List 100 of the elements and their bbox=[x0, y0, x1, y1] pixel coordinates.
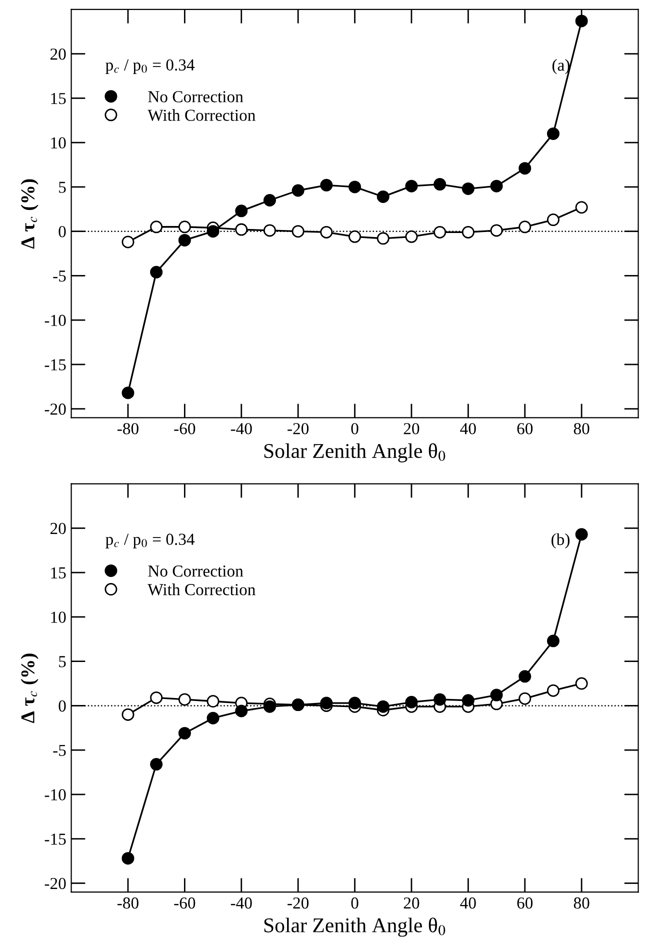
y-tick-label: 15 bbox=[51, 567, 66, 579]
point bbox=[518, 162, 532, 175]
y-tick-label: -10 bbox=[44, 314, 66, 326]
point bbox=[235, 204, 248, 218]
point bbox=[178, 220, 191, 234]
point bbox=[575, 528, 588, 541]
point bbox=[122, 852, 134, 865]
point bbox=[434, 693, 446, 706]
x-tick-label: -40 bbox=[230, 423, 252, 434]
point bbox=[490, 180, 503, 192]
x-tick-label: 60 bbox=[517, 423, 533, 434]
y-tick-label: -15 bbox=[44, 834, 66, 845]
x-tick-label: -80 bbox=[117, 897, 138, 909]
point bbox=[320, 226, 333, 238]
point bbox=[376, 700, 390, 713]
x-tick-label: 80 bbox=[574, 423, 590, 434]
annotation: (b) bbox=[552, 533, 570, 549]
point bbox=[320, 696, 333, 710]
point bbox=[206, 225, 220, 238]
x-tick-label: 20 bbox=[404, 423, 420, 434]
point bbox=[575, 677, 588, 690]
point bbox=[122, 386, 134, 400]
point bbox=[263, 224, 276, 237]
point bbox=[546, 214, 560, 226]
point bbox=[405, 230, 418, 243]
point bbox=[348, 180, 362, 194]
point bbox=[348, 230, 362, 243]
point bbox=[518, 692, 532, 705]
y-tick-label: 0 bbox=[58, 700, 66, 712]
annotation: p$_{c}$ / p$_{0}$ = 0.34 bbox=[106, 534, 195, 548]
legend-label: With Correction bbox=[148, 584, 256, 596]
point bbox=[150, 266, 163, 278]
point bbox=[462, 226, 474, 238]
point bbox=[434, 226, 446, 238]
point bbox=[376, 190, 390, 203]
annotation: p$_{c}$ / p$_{0}$ = 0.34 bbox=[106, 59, 195, 74]
point bbox=[405, 180, 418, 192]
y-tick-label: -15 bbox=[44, 359, 66, 370]
point bbox=[518, 220, 532, 234]
legend-label: No Correction bbox=[148, 566, 244, 577]
point bbox=[518, 670, 532, 683]
point bbox=[462, 694, 474, 707]
point bbox=[235, 223, 248, 236]
x-tick-label: 40 bbox=[460, 423, 476, 434]
y-tick-label: 5 bbox=[59, 182, 66, 193]
y-axis-title: Δ τ$_{c}$ (%) bbox=[20, 179, 38, 249]
x-tick-label: 0 bbox=[351, 423, 358, 434]
x-tick-label: 40 bbox=[460, 897, 476, 909]
point bbox=[376, 232, 390, 245]
point bbox=[405, 696, 418, 708]
point bbox=[122, 236, 134, 248]
annotation: (a) bbox=[552, 59, 570, 74]
x-tick-label: 0 bbox=[351, 897, 358, 909]
point bbox=[575, 14, 588, 28]
point bbox=[178, 693, 191, 706]
y-tick-label: 10 bbox=[51, 612, 66, 623]
x-tick-label: -20 bbox=[288, 423, 309, 434]
x-tick-label: -60 bbox=[174, 423, 196, 434]
y-tick-label: 20 bbox=[50, 48, 66, 60]
point bbox=[150, 691, 163, 704]
x-tick-label: -80 bbox=[117, 423, 138, 434]
point bbox=[263, 194, 276, 207]
x-tick-label: -60 bbox=[174, 897, 196, 909]
x-tick-label: -20 bbox=[288, 897, 309, 909]
x-tick-label: 80 bbox=[574, 897, 590, 909]
point bbox=[434, 178, 446, 191]
y-tick-label: 20 bbox=[50, 522, 66, 534]
point bbox=[150, 220, 163, 234]
point bbox=[575, 201, 588, 214]
y-tick-label: 15 bbox=[51, 92, 66, 104]
legend-label: With Correction bbox=[148, 109, 256, 121]
point bbox=[263, 700, 276, 713]
point bbox=[348, 696, 362, 710]
y-tick-label: 10 bbox=[51, 137, 66, 149]
x-axis-title: Solar Zenith Angle θ$_{0}$ bbox=[264, 918, 446, 937]
point bbox=[320, 178, 333, 192]
point bbox=[235, 704, 248, 718]
point bbox=[462, 182, 474, 195]
x-axis-title: Solar Zenith Angle θ$_{0}$ bbox=[264, 443, 446, 462]
x-tick-label: 60 bbox=[517, 897, 533, 909]
y-tick-label: -20 bbox=[44, 878, 66, 890]
point bbox=[292, 225, 304, 238]
x-tick-label: -40 bbox=[230, 897, 252, 909]
y-tick-label: 5 bbox=[59, 656, 66, 668]
point bbox=[490, 688, 503, 702]
point bbox=[178, 726, 191, 740]
point bbox=[150, 758, 163, 771]
legend-label: No Correction bbox=[148, 91, 244, 102]
point bbox=[178, 234, 191, 246]
y-axis-title: Δ τ$_{c}$ (%) bbox=[20, 654, 38, 723]
y-tick-label: -5 bbox=[53, 744, 66, 756]
point bbox=[546, 127, 560, 140]
y-tick-label: 0 bbox=[58, 226, 66, 238]
point bbox=[546, 634, 560, 648]
point bbox=[490, 224, 503, 237]
y-tick-label: -5 bbox=[53, 270, 66, 282]
point bbox=[206, 695, 220, 708]
point bbox=[546, 684, 560, 697]
point bbox=[206, 712, 220, 724]
y-tick-label: -20 bbox=[44, 404, 66, 415]
